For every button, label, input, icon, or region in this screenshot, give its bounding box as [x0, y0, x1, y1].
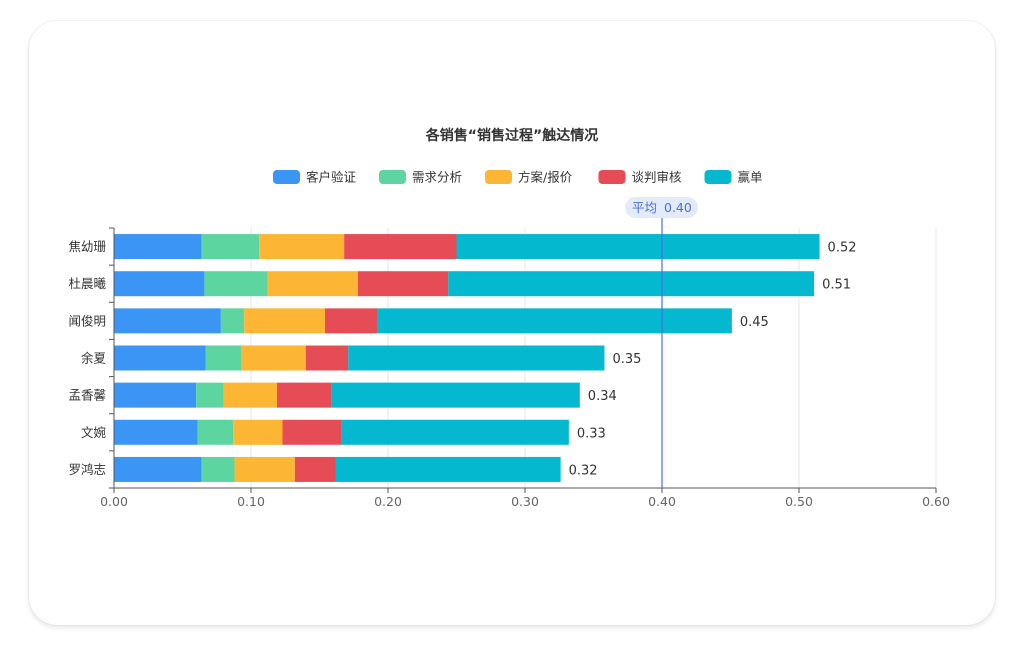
total-value-label: 0.33 [577, 426, 606, 441]
bar-segment[interactable] [456, 234, 820, 260]
bar-segment[interactable] [331, 382, 580, 408]
total-labels: 0.52 0.51 0.45 0.35 0.34 0.33 0.32 [569, 241, 857, 479]
bar-segment[interactable] [294, 456, 336, 482]
legend: 客户验证 需求分析 方案/报价 谈判审核 赢单 [273, 170, 763, 185]
y-tick-label: 罗鸿志 [68, 462, 106, 477]
total-value-label: 0.51 [822, 278, 851, 293]
average-label: 平均 [632, 200, 657, 215]
bar-segment[interactable] [114, 308, 221, 334]
x-tick-label: 0.30 [511, 494, 539, 509]
bar-segment[interactable] [114, 345, 206, 371]
x-tick-label: 0.00 [100, 494, 128, 509]
bar-segment[interactable] [114, 271, 205, 297]
bar-segment[interactable] [233, 419, 283, 445]
x-axis: 0.00 0.10 0.20 0.30 0.40 0.50 0.60 [100, 487, 950, 509]
bar-segment[interactable] [244, 308, 325, 334]
bar-segment[interactable] [201, 234, 260, 260]
bar-segment[interactable] [241, 345, 306, 371]
legend-swatch [598, 170, 626, 184]
bar-segment[interactable] [344, 234, 457, 260]
y-tick-label: 文婉 [81, 425, 107, 440]
legend-swatch [704, 170, 732, 184]
x-tick-label: 0.60 [922, 494, 950, 509]
legend-swatch [273, 170, 300, 184]
bar-segment[interactable] [114, 419, 198, 445]
total-value-label: 0.45 [740, 315, 769, 330]
y-tick-label: 闻俊明 [68, 313, 106, 328]
x-tick-label: 0.50 [785, 494, 813, 509]
legend-item[interactable]: 谈判审核 [598, 170, 683, 185]
legend-label: 客户验证 [306, 170, 357, 185]
legend-swatch [485, 170, 512, 184]
total-value-label: 0.34 [588, 389, 617, 404]
bar-segment[interactable] [335, 456, 561, 482]
bar-segment[interactable] [377, 308, 732, 334]
average-badge [625, 197, 698, 218]
bar-segment[interactable] [223, 382, 278, 408]
bar-segment[interactable] [205, 345, 242, 371]
bar-segment[interactable] [220, 308, 245, 334]
legend-swatch [379, 170, 406, 184]
average-mark-line: 平均 0.40 [625, 197, 698, 488]
x-tick-label: 0.10 [237, 494, 265, 509]
bar-segment[interactable] [267, 271, 358, 297]
legend-item[interactable]: 客户验证 [273, 170, 357, 185]
x-tick-label: 0.20 [374, 494, 402, 509]
bar-segment[interactable] [341, 419, 569, 445]
bar-segment[interactable] [448, 271, 815, 297]
total-value-label: 0.35 [612, 352, 641, 367]
bar-segment[interactable] [204, 271, 268, 297]
bar-segment[interactable] [259, 234, 345, 260]
legend-label: 方案/报价 [518, 170, 573, 185]
bar-segment[interactable] [277, 382, 332, 408]
bar-segment[interactable] [234, 456, 295, 482]
bar-segment[interactable] [114, 456, 202, 482]
x-tick-label: 0.40 [648, 494, 676, 509]
chart-title: 各销售“销售过程”触达情况 [425, 127, 598, 144]
y-tick-label: 焦幼珊 [68, 239, 106, 254]
total-value-label: 0.32 [569, 463, 598, 478]
y-tick-label: 杜晨曦 [68, 276, 106, 291]
legend-label: 谈判审核 [632, 170, 683, 185]
y-tick-label: 余夏 [81, 351, 107, 366]
legend-item[interactable]: 方案/报价 [485, 170, 573, 185]
bar-segment[interactable] [114, 234, 202, 260]
bar-segment[interactable] [357, 271, 449, 297]
bars [114, 234, 820, 482]
bar-segment[interactable] [114, 382, 197, 408]
bar-segment[interactable] [201, 456, 235, 482]
bar-segment[interactable] [305, 345, 349, 371]
average-value: 0.40 [664, 200, 692, 215]
legend-label: 需求分析 [412, 170, 462, 185]
bar-segment[interactable] [348, 345, 605, 371]
bar-segment[interactable] [196, 382, 224, 408]
legend-item[interactable]: 需求分析 [379, 170, 462, 185]
legend-label: 赢单 [738, 170, 763, 185]
bar-segment[interactable] [324, 308, 378, 334]
total-value-label: 0.52 [828, 241, 857, 256]
bar-segment[interactable] [197, 419, 234, 445]
y-tick-label: 孟香馨 [68, 388, 106, 403]
legend-item[interactable]: 赢单 [704, 170, 763, 185]
bar-segment[interactable] [282, 419, 342, 445]
